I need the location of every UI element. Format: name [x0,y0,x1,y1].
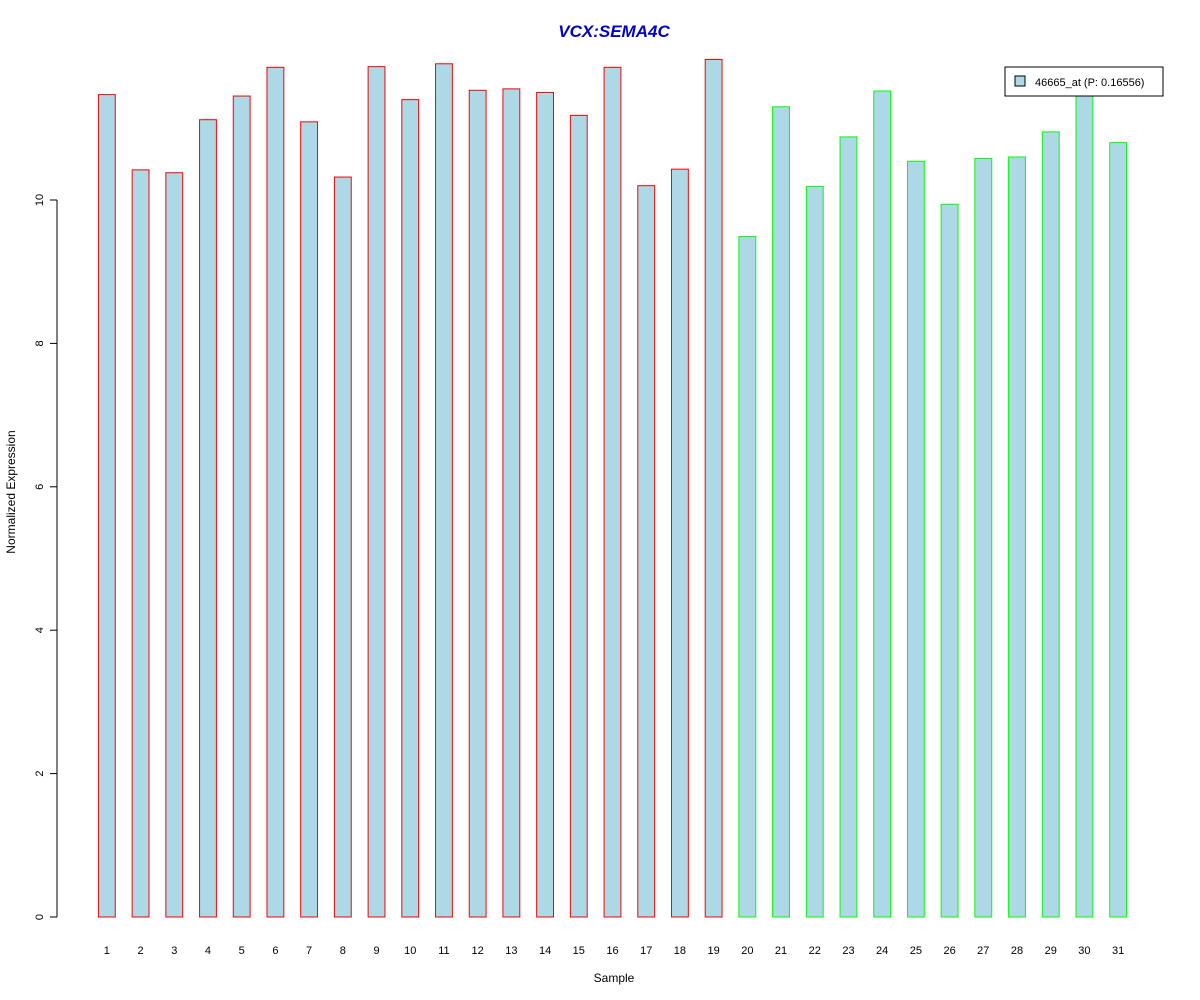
y-tick-label: 8 [34,340,46,346]
x-tick-labels: 1 2 3 4 5 6 7 8 9 10 11 12 13 14 15 16 17 18 19 20 21 22 23 24 2… [104,945,1124,957]
x-tick-label: 31 [1112,945,1124,957]
bar [805,185,824,918]
chart-title: VCX:SEMA4C [558,22,670,41]
bar [401,99,420,918]
x-tick-label: 22 [809,945,821,957]
bar [199,119,217,918]
x-tick-label: 23 [842,945,854,957]
bar [266,66,285,918]
bar [738,236,757,918]
x-tick-label: 26 [943,945,955,957]
x-tick-label: 25 [910,945,922,957]
x-tick-label: 15 [573,945,585,957]
bar [974,157,993,918]
x-tick-label: 27 [977,945,989,957]
x-tick-label: 11 [438,945,449,957]
x-tick-label: 20 [741,945,753,957]
x-tick-label: 4 [205,945,211,957]
x-tick-label: 8 [340,945,346,957]
y-tick-label: 2 [34,771,46,777]
bar [232,95,251,918]
bar [603,66,622,918]
bar [1075,92,1094,918]
bar [906,160,925,918]
x-axis-title: Sample [594,971,635,985]
bar [1008,156,1026,918]
bar [97,94,116,918]
x-tick-label: 13 [505,945,517,957]
x-tick-label: 2 [138,945,144,957]
legend-swatch [1014,75,1026,87]
bar [1109,142,1128,918]
x-tick-label: 7 [306,945,312,957]
bar [704,58,723,918]
x-tick-label: 12 [472,945,484,957]
bar [1041,131,1060,918]
x-tick-label: 17 [640,945,652,957]
x-tick-label: 3 [171,945,177,957]
x-tick-label: 24 [876,945,888,957]
x-tick-label: 14 [539,945,551,957]
bar [502,88,521,918]
bar [670,168,689,918]
bar [131,169,150,918]
bar-series [97,58,1128,918]
x-tick-label: 16 [606,945,618,957]
y-tick-label: 0 [34,914,46,920]
x-tick-label: 5 [239,945,245,957]
bar [435,63,453,918]
y-axis-title: Normalized Expression [4,430,18,553]
legend-label: 46665_at (P: 0.16556) [1035,77,1144,89]
x-tick-label: 9 [373,945,379,957]
bar [300,121,319,918]
bar [367,66,386,918]
y-tick-label: 4 [34,627,46,633]
x-tick-label: 10 [404,945,416,957]
bar [333,176,352,918]
x-tick-label: 28 [1011,945,1023,957]
legend: 46665_at (P: 0.16556) [1004,66,1164,97]
x-tick-label: 21 [775,945,787,957]
x-tick-label: 30 [1078,945,1090,957]
x-tick-label: 29 [1045,945,1057,957]
bar [536,91,555,918]
legend-box [1004,66,1164,97]
x-tick-label: 6 [272,945,278,957]
bar [637,185,656,918]
x-tick-label: 18 [674,945,686,957]
bar [569,114,588,918]
y-tick-label: 6 [34,484,46,490]
bar [772,106,790,918]
bar [940,203,959,918]
bar [468,89,487,918]
bar [165,172,184,918]
bar [873,90,892,918]
y-tick-label: 10 [34,194,46,206]
y-axis: 0 2 4 6 8 10 [34,194,58,920]
x-tick-label: 19 [708,945,720,957]
x-tick-label: 1 [104,945,110,957]
bar [839,136,858,918]
